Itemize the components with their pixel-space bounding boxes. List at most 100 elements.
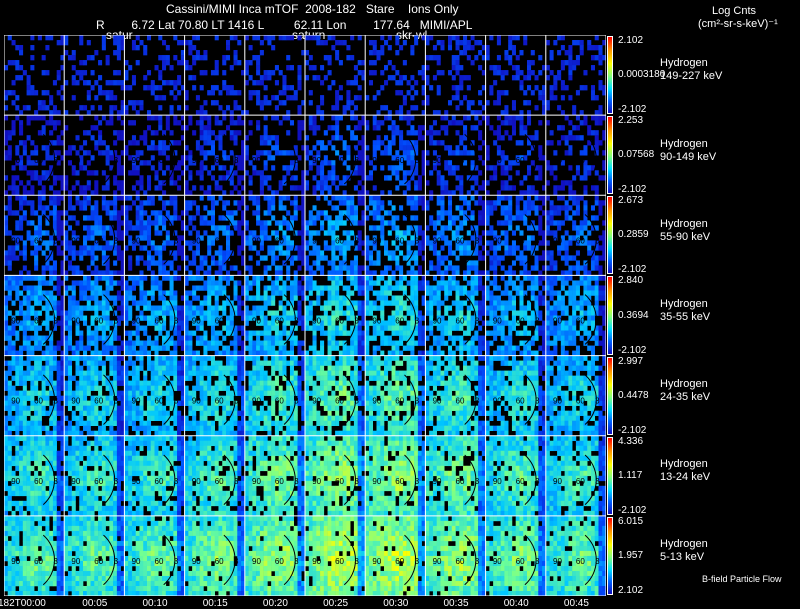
colorbar-min-label: -2.102 (618, 264, 647, 276)
time-tick-label: 00:15 (202, 598, 228, 609)
panel-contour-label: 60 (456, 317, 465, 326)
panel-contour-label: 90 (433, 317, 442, 326)
image-panel: 90 60 3 (485, 275, 547, 356)
image-panel: 90 60 3 (365, 115, 426, 196)
panel-contour-label: 60 (456, 156, 465, 165)
species-label: Hydrogen (660, 137, 708, 150)
panel-contour-label: 3 (174, 156, 179, 165)
image-panel: 90 60 3 (244, 355, 306, 437)
panel-contour-label: 90 (71, 477, 80, 486)
panel-contour-label: 90 (71, 156, 80, 165)
panel-contour-label: 3 (114, 557, 119, 566)
colorbar-mid-label: 0.4478 (618, 389, 649, 401)
time-tick-label: 00:35 (443, 598, 469, 609)
panel-contour-label: 60 (34, 557, 43, 566)
species-label: Hydrogen (660, 538, 708, 551)
panel-contour-label: 60 (94, 557, 103, 566)
panel-contour-label: 90 (312, 156, 321, 165)
colorbar-max-label: 2.102 (618, 35, 644, 46)
panel-contour-label: 3 (174, 236, 179, 245)
panel-contour-label: 60 (576, 397, 585, 406)
panel-contour-label: 3 (174, 317, 179, 326)
panel-contour-label: 60 (94, 477, 103, 486)
image-panel: 90 60 3 (305, 355, 366, 437)
colorbar-min-label: 2.102 (618, 585, 644, 596)
panel-contour-label: 60 (335, 397, 344, 406)
panel-contour-label: 90 (553, 317, 562, 326)
panel-contour-label: 60 (456, 236, 465, 245)
panel-contour-label: 90 (192, 477, 201, 486)
panel-contour-label: 3 (415, 477, 420, 486)
panel-contour-label: 90 (11, 557, 20, 566)
panel-contour-label: 60 (94, 156, 103, 165)
panel-contour-label: 60 (275, 397, 284, 406)
image-panel: 90 60 3 (425, 355, 486, 437)
panel-contour-label: 90 (252, 317, 261, 326)
title-line: Cassini/MIMI Inca mTOF 2008-182 Stare Io… (166, 2, 459, 16)
panel-contour-label: 3 (294, 477, 299, 486)
image-panel: 90 60 3 (485, 435, 547, 517)
image-panel: 90 60 3 (485, 195, 547, 276)
energy-range-label: 13-24 keV (660, 471, 711, 484)
panel-contour-label: 3 (53, 477, 58, 486)
panel-contour-label: 60 (94, 397, 103, 406)
panel-contour-label: 3 (415, 236, 420, 245)
panel-contour-label: 60 (395, 236, 404, 245)
panel-contour-label: 3 (415, 317, 420, 326)
panel-contour-label: 90 (132, 397, 141, 406)
panel-contour-label: 60 (516, 557, 525, 566)
image-panel: 90 60 3 (184, 275, 246, 356)
image-panel: 90 60 3 (64, 435, 125, 517)
image-panel (305, 35, 366, 116)
panel-contour-label: 90 (192, 557, 201, 566)
panel-contour-label: 3 (234, 236, 239, 245)
colorbar-max-label: 2.997 (618, 355, 644, 367)
time-tick-label: 182T00:00 (0, 598, 46, 609)
time-tick-label: 00:05 (82, 598, 108, 609)
image-panel: 90 60 3 (545, 515, 606, 596)
image-panel: 90 60 3 (244, 195, 306, 276)
panel-contour-label: 90 (433, 557, 442, 566)
panel-contour-label: 60 (335, 557, 344, 566)
panel-contour-label: 90 (372, 317, 381, 326)
panel-contour-label: 90 (312, 397, 321, 406)
image-panel (64, 35, 125, 116)
image-panel: 90 60 3 (305, 195, 366, 276)
panel-contour-label: 3 (53, 156, 58, 165)
panel-contour-label: 90 (192, 397, 201, 406)
footer-note: B-field Particle Flow (702, 574, 782, 584)
time-tick-label: 00:25 (323, 598, 349, 609)
image-panel (124, 35, 185, 116)
panel-contour-label: 60 (576, 477, 585, 486)
image-panel: 90 60 3 (425, 435, 486, 517)
colorbar (607, 356, 613, 435)
panel-contour-label: 60 (34, 317, 43, 326)
image-panel: 90 60 3 (545, 355, 606, 437)
image-panel: 90 60 3 (545, 275, 606, 356)
colorbar-max-label: 2.673 (618, 195, 644, 207)
panel-contour-label: 60 (335, 477, 344, 486)
panel-contour-label: 3 (174, 557, 179, 566)
colorbar-min-label: -2.102 (618, 504, 647, 516)
panel-contour-label: 90 (192, 236, 201, 245)
image-panel: 90 60 3 (425, 275, 486, 356)
panel-contour-label: 3 (294, 317, 299, 326)
colorbar-min-label: -2.102 (618, 104, 647, 116)
panel-contour-label: 60 (215, 557, 224, 566)
panel-contour-label: 90 (11, 397, 20, 406)
panel-contour-label: 90 (372, 557, 381, 566)
panel-contour-label: 60 (275, 477, 284, 486)
panel-contour-label: 60 (516, 397, 525, 406)
panel-contour-label: 90 (132, 557, 141, 566)
panel-contour-label: 60 (155, 477, 164, 486)
colorbar-max-label: 4.336 (618, 435, 644, 447)
panel-contour-label: 3 (234, 557, 239, 566)
colorbar (607, 36, 613, 115)
image-panel: 90 60 3 (545, 435, 606, 517)
panel-contour-label: 3 (114, 397, 119, 406)
panel-contour-label: 90 (192, 317, 201, 326)
image-panel: 90 60 3 (184, 115, 246, 196)
image-panel: 90 60 3 (305, 515, 366, 596)
panel-contour-label: 3 (114, 477, 119, 486)
panel-contour-label: 3 (595, 156, 600, 165)
